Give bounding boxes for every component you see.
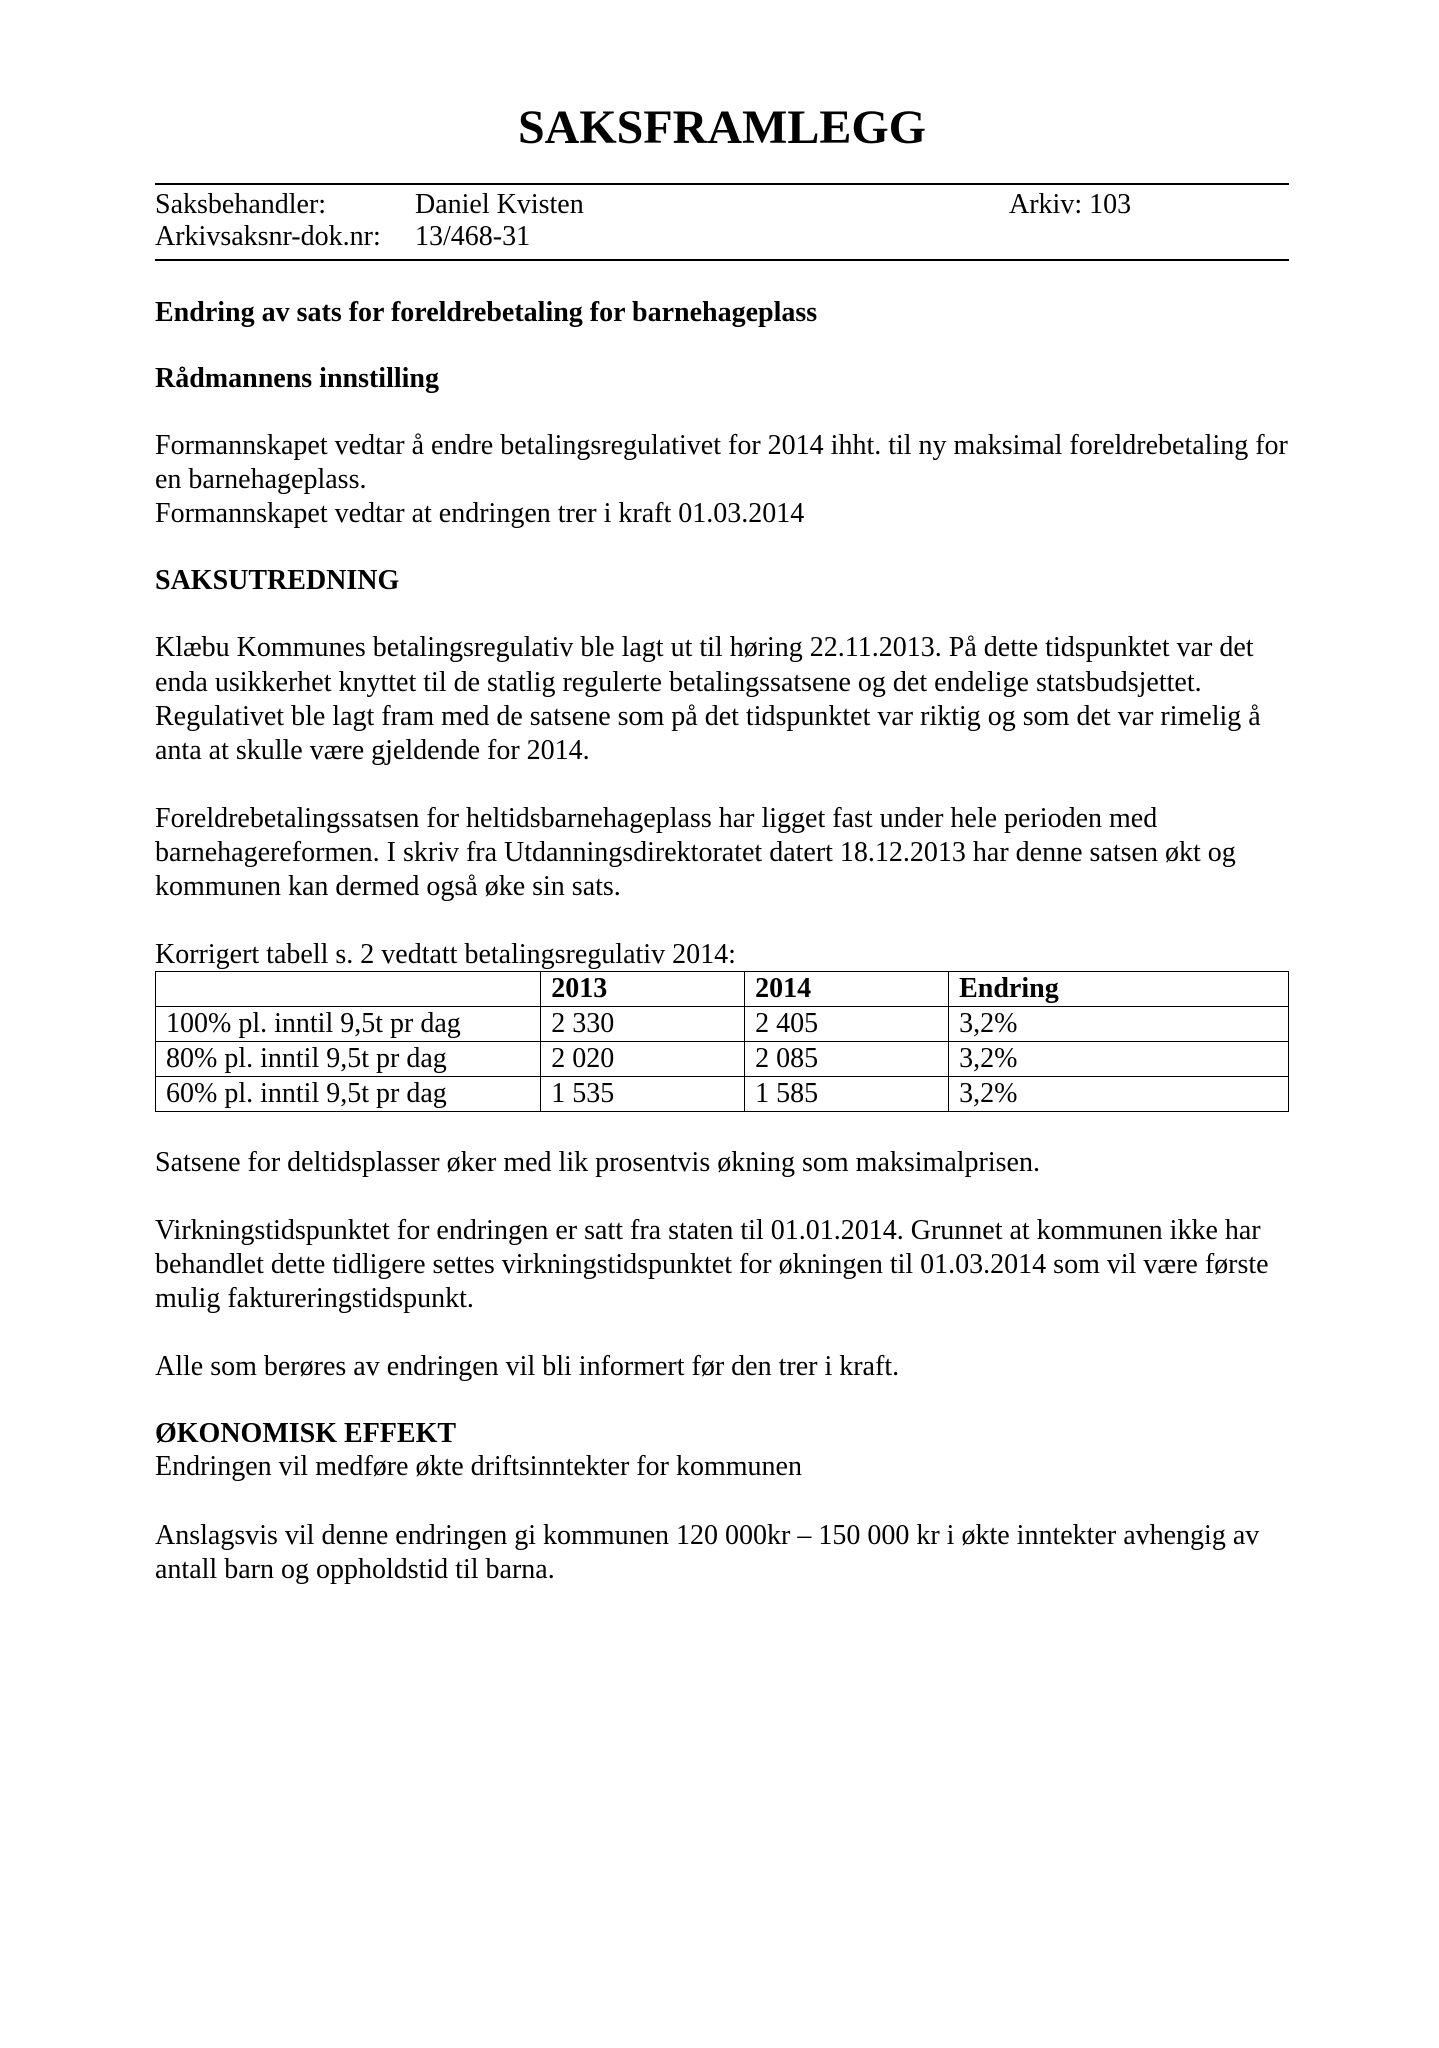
arkiv-label: Arkiv: 103	[1009, 189, 1289, 221]
rates-table: 2013 2014 Endring 100% pl. inntil 9,5t p…	[155, 971, 1289, 1112]
paragraph-after-table-3: Alle som berøres av endringen vil bli in…	[155, 1350, 1289, 1384]
heading-innstilling: Rådmannens innstilling	[155, 363, 1289, 395]
table-row: 100% pl. inntil 9,5t pr dag 2 330 2 405 …	[156, 1006, 1289, 1041]
paragraph-after-table-2: Virkningstidspunktet for endringen er sa…	[155, 1214, 1289, 1316]
table-cell: 1 585	[745, 1076, 949, 1111]
paragraph-innstilling: Formannskapet vedtar å endre betalingsre…	[155, 429, 1289, 531]
table-cell: 2 405	[745, 1006, 949, 1041]
paragraph-utredning-1: Klæbu Kommunes betalingsregulativ ble la…	[155, 631, 1289, 768]
paragraph-after-table-1: Satsene for deltidsplasser øker med lik …	[155, 1146, 1289, 1180]
table-header-row: 2013 2014 Endring	[156, 971, 1289, 1006]
table-header-cell	[156, 971, 541, 1006]
table-cell: 2 085	[745, 1041, 949, 1076]
table-cell: 100% pl. inntil 9,5t pr dag	[156, 1006, 541, 1041]
heading-utredning: SAKSUTREDNING	[155, 565, 1289, 597]
table-cell: 80% pl. inntil 9,5t pr dag	[156, 1041, 541, 1076]
saksbehandler-label: Saksbehandler:	[155, 189, 415, 221]
table-cell: 3,2%	[949, 1076, 1289, 1111]
table-header-cell: 2014	[745, 971, 949, 1006]
document-title: SAKSFRAMLEGG	[155, 100, 1289, 155]
table-caption: Korrigert tabell s. 2 vedtatt betalingsr…	[155, 939, 1289, 971]
table-header-cell: 2013	[541, 971, 745, 1006]
table-cell: 2 020	[541, 1041, 745, 1076]
paragraph-effekt-1: Endringen vil medføre økte driftsinntekt…	[155, 1450, 1289, 1484]
document-page: SAKSFRAMLEGG Saksbehandler: Daniel Kvist…	[0, 0, 1439, 2048]
table-row: 60% pl. inntil 9,5t pr dag 1 535 1 585 3…	[156, 1076, 1289, 1111]
heading-effekt: ØKONOMISK EFFEKT	[155, 1418, 1289, 1450]
meta-row-1: Saksbehandler: Daniel Kvisten Arkiv: 103	[155, 189, 1289, 221]
meta-box: Saksbehandler: Daniel Kvisten Arkiv: 103…	[155, 183, 1289, 261]
table-header-cell: Endring	[949, 971, 1289, 1006]
table-row: 80% pl. inntil 9,5t pr dag 2 020 2 085 3…	[156, 1041, 1289, 1076]
meta-right-empty	[1009, 221, 1289, 253]
table-cell: 3,2%	[949, 1006, 1289, 1041]
table-cell: 3,2%	[949, 1041, 1289, 1076]
table-cell: 2 330	[541, 1006, 745, 1041]
table-cell: 1 535	[541, 1076, 745, 1111]
arkivsaksnr-label: Arkivsaksnr-dok.nr:	[155, 221, 415, 253]
table-cell: 60% pl. inntil 9,5t pr dag	[156, 1076, 541, 1111]
saksbehandler-value: Daniel Kvisten	[415, 189, 1009, 221]
meta-row-2: Arkivsaksnr-dok.nr: 13/468-31	[155, 221, 1289, 253]
paragraph-effekt-2: Anslagsvis vil denne endringen gi kommun…	[155, 1519, 1289, 1587]
arkivsaksnr-value: 13/468-31	[415, 221, 1009, 253]
heading-subject: Endring av sats for foreldrebetaling for…	[155, 297, 1289, 329]
paragraph-utredning-2: Foreldrebetalingssatsen for heltidsbarne…	[155, 802, 1289, 904]
